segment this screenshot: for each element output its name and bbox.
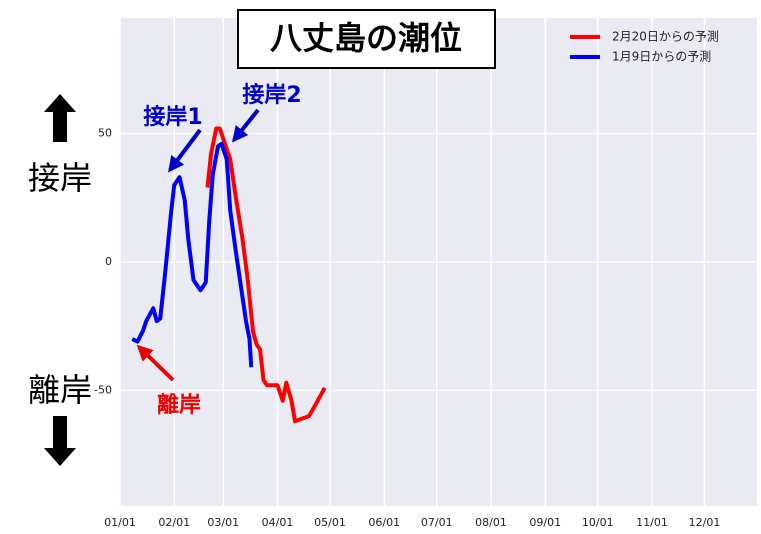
legend-label: 2月20日からの予測 — [612, 30, 719, 44]
x-tick-label: 05/01 — [314, 516, 346, 529]
legend-label: 1月9日からの予測 — [612, 50, 711, 64]
annotation: 接岸1 — [143, 105, 202, 130]
x-tick-label: 06/01 — [368, 516, 400, 529]
annotation: 接岸 — [28, 159, 92, 197]
annotation: 離岸 — [157, 392, 201, 418]
arrow — [232, 108, 260, 143]
annotation: 離岸 — [28, 371, 92, 409]
arrow — [136, 344, 175, 382]
series-line — [205, 126, 327, 424]
arrow — [168, 128, 202, 173]
x-tick-label: 11/01 — [636, 516, 668, 529]
x-tick-label: 12/01 — [689, 516, 721, 529]
y-tick-label: 50 — [98, 127, 112, 140]
x-tick-label: 04/01 — [262, 516, 294, 529]
y-tick-label: 0 — [105, 255, 112, 268]
series-line — [131, 141, 254, 368]
x-tick-label: 03/01 — [207, 516, 239, 529]
up-arrow — [44, 94, 76, 142]
x-tick-label: 09/01 — [529, 516, 561, 529]
title-box — [237, 9, 496, 69]
x-tick-label: 08/01 — [475, 516, 507, 529]
x-tick-label: 07/01 — [421, 516, 453, 529]
x-tick-label: 01/01 — [104, 516, 136, 529]
down-arrow — [44, 416, 76, 466]
y-tick-label: -50 — [94, 383, 112, 396]
x-tick-label: 02/01 — [158, 516, 190, 529]
chart-title: 八丈島の潮位 — [270, 19, 462, 57]
x-tick-label: 10/01 — [582, 516, 614, 529]
annotation: 接岸2 — [242, 83, 301, 108]
